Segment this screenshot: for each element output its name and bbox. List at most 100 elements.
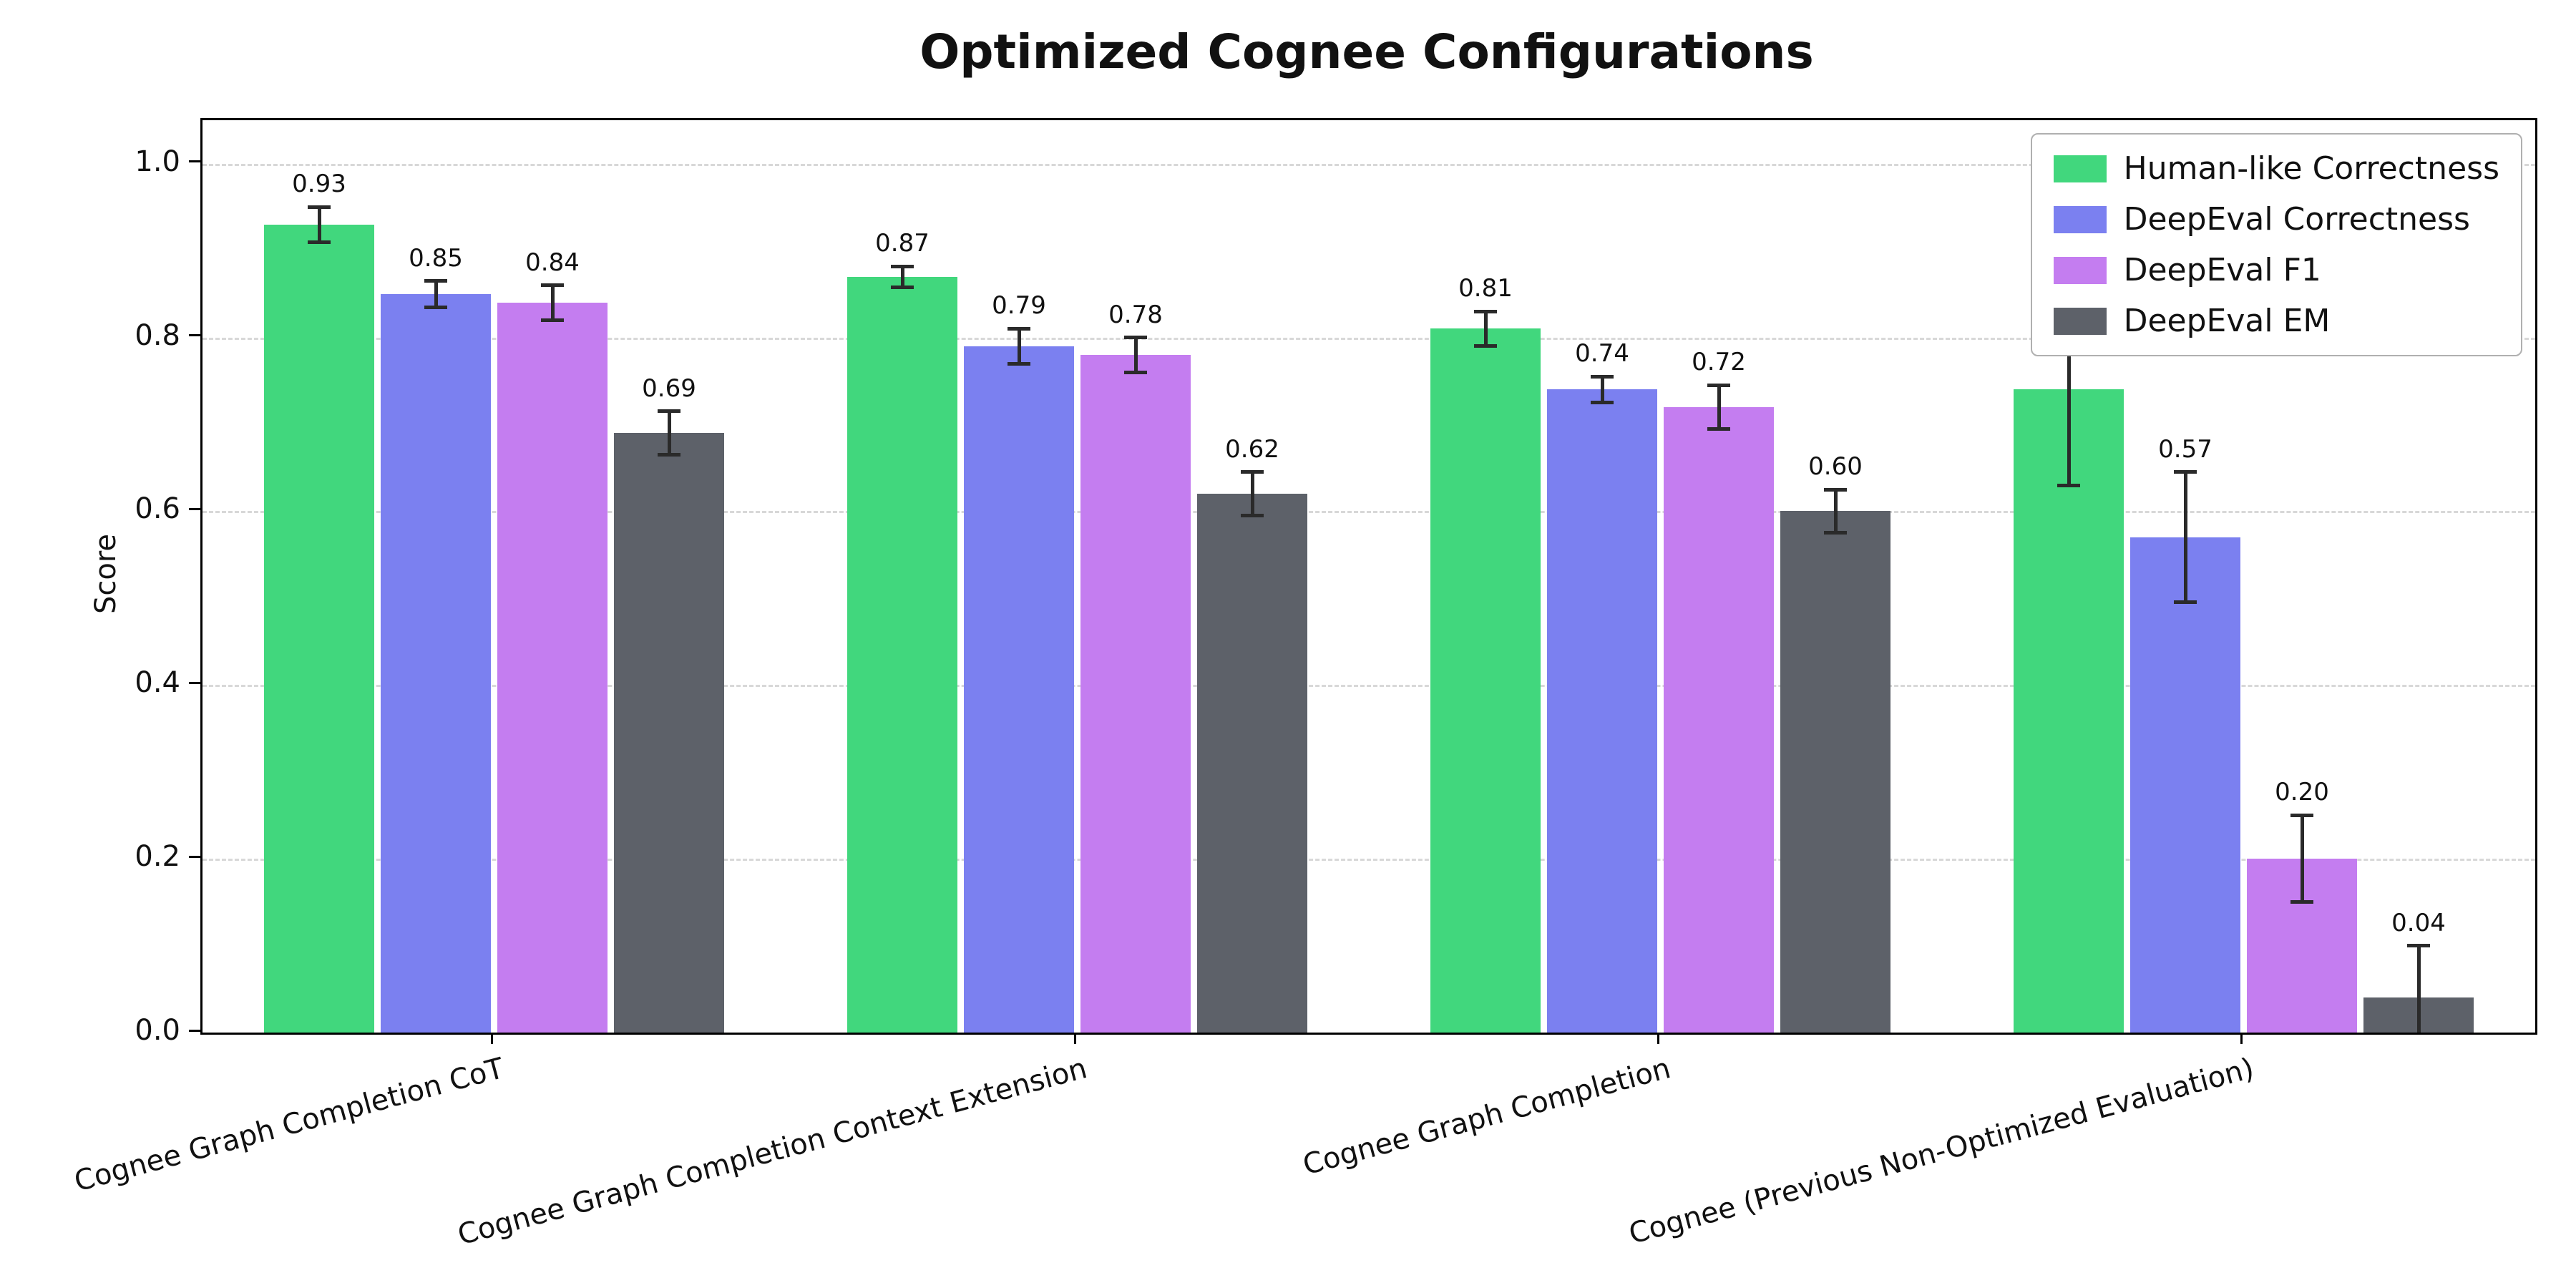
bar — [1430, 328, 1541, 1033]
x-tick-mark — [1657, 1033, 1659, 1044]
error-bar-line — [1017, 328, 1021, 364]
error-bar-cap-bottom — [2174, 600, 2197, 605]
bar — [263, 224, 375, 1033]
grid-line — [203, 859, 2535, 862]
y-tick-mark — [189, 681, 200, 684]
bar — [2129, 537, 2241, 1033]
error-bar-cap-top — [1008, 326, 1030, 331]
y-tick-label: 0.4 — [135, 666, 180, 700]
grid-line — [203, 337, 2535, 340]
bar — [1546, 389, 1658, 1033]
value-label: 0.93 — [292, 170, 346, 199]
error-bar-cap-bottom — [658, 453, 680, 457]
bar — [1780, 511, 1891, 1033]
x-tick-mark — [491, 1033, 493, 1044]
error-bar-line — [667, 411, 671, 455]
error-bar-cap-bottom — [1124, 370, 1147, 374]
error-bar-line — [1833, 489, 1838, 533]
error-bar-cap-bottom — [424, 305, 447, 309]
value-label: 0.04 — [2391, 908, 2446, 937]
error-bar-cap-bottom — [1591, 401, 1614, 405]
error-bar-cap-bottom — [891, 285, 914, 289]
error-bar-cap-top — [1241, 470, 1264, 474]
y-tick-mark — [189, 855, 200, 858]
legend-label: Human-like Correctness — [2123, 150, 2499, 187]
legend-item: DeepEval Correctness — [2053, 201, 2499, 238]
error-bar-line — [2416, 945, 2421, 1033]
error-bar-line — [550, 285, 555, 321]
value-label: 0.72 — [1692, 348, 1746, 377]
grid-line — [203, 685, 2535, 688]
error-bar-cap-top — [2407, 944, 2430, 948]
error-bar-line — [2300, 815, 2304, 902]
error-bar-line — [1250, 472, 1254, 516]
legend-label: DeepEval Correctness — [2123, 201, 2470, 238]
error-bar-cap-bottom — [1241, 514, 1264, 517]
y-tick-label: 0.6 — [135, 492, 180, 526]
value-label: 0.57 — [2158, 434, 2212, 464]
x-tick-label: Cognee (Previous Non-Optimized Evaluatio… — [1625, 1052, 2258, 1251]
legend-item: DeepEval EM — [2053, 303, 2499, 339]
bar — [1196, 494, 1308, 1033]
legend-item: DeepEval F1 — [2053, 252, 2499, 288]
error-bar-cap-bottom — [308, 240, 331, 244]
error-bar-cap-top — [1591, 374, 1614, 379]
y-tick-mark — [189, 334, 200, 337]
error-bar-cap-top — [541, 283, 564, 288]
value-label: 0.84 — [525, 248, 580, 277]
value-label: 0.78 — [1108, 300, 1163, 329]
error-bar-cap-bottom — [1824, 531, 1847, 535]
error-bar-line — [434, 280, 438, 308]
value-label: 0.87 — [875, 229, 930, 258]
value-label: 0.20 — [2275, 778, 2329, 807]
value-label: 0.69 — [642, 374, 696, 403]
legend-swatch — [2053, 205, 2107, 233]
value-label: 0.74 — [1575, 339, 1629, 369]
x-tick-label: Cognee Graph Completion — [1299, 1052, 1674, 1182]
value-label: 0.85 — [409, 243, 463, 273]
value-label: 0.62 — [1225, 434, 1279, 464]
x-tick-label: Cognee Graph Completion CoT — [71, 1052, 508, 1199]
y-tick-label: 0.0 — [135, 1014, 180, 1047]
error-bar-line — [2183, 472, 2187, 602]
bar — [1080, 354, 1191, 1033]
y-tick-label: 0.8 — [135, 318, 180, 352]
value-label: 0.79 — [992, 291, 1046, 321]
legend-label: DeepEval F1 — [2123, 252, 2321, 288]
y-tick-label: 1.0 — [135, 145, 180, 178]
error-bar-cap-bottom — [1707, 426, 1730, 431]
error-bar-cap-bottom — [2057, 483, 2080, 487]
x-tick-label: Cognee Graph Completion Context Extensio… — [454, 1052, 1091, 1252]
error-bar-cap-top — [2290, 813, 2313, 817]
error-bar-cap-top — [308, 205, 331, 209]
bar — [2013, 389, 2124, 1033]
error-bar-cap-top — [1474, 309, 1497, 313]
error-bar-cap-bottom — [541, 318, 564, 322]
value-label: 0.81 — [1458, 274, 1513, 303]
error-bar-line — [900, 266, 904, 288]
bar — [380, 293, 492, 1033]
error-bar-cap-top — [1124, 336, 1147, 340]
grid-line — [203, 511, 2535, 514]
error-bar-cap-top — [891, 264, 914, 268]
y-tick-label: 0.2 — [135, 840, 180, 874]
error-bar-cap-top — [1707, 383, 1730, 387]
error-bar-line — [1600, 376, 1604, 403]
error-bar-cap-top — [658, 409, 680, 414]
legend-swatch — [2053, 307, 2107, 335]
bar — [963, 346, 1075, 1033]
error-bar-cap-bottom — [1474, 344, 1497, 348]
y-tick-mark — [189, 507, 200, 510]
x-tick-mark — [2240, 1033, 2243, 1044]
legend: Human-like Correctness DeepEval Correctne… — [2030, 133, 2522, 356]
x-tick-mark — [1074, 1033, 1076, 1044]
error-bar-line — [317, 207, 321, 242]
error-bar-line — [1133, 337, 1138, 373]
error-bar-cap-top — [1824, 487, 1847, 492]
value-label: 0.60 — [1808, 452, 1863, 482]
error-bar-cap-bottom — [1008, 361, 1030, 366]
error-bar-cap-bottom — [2290, 900, 2313, 904]
y-tick-mark — [189, 160, 200, 163]
error-bar-line — [1717, 385, 1721, 429]
